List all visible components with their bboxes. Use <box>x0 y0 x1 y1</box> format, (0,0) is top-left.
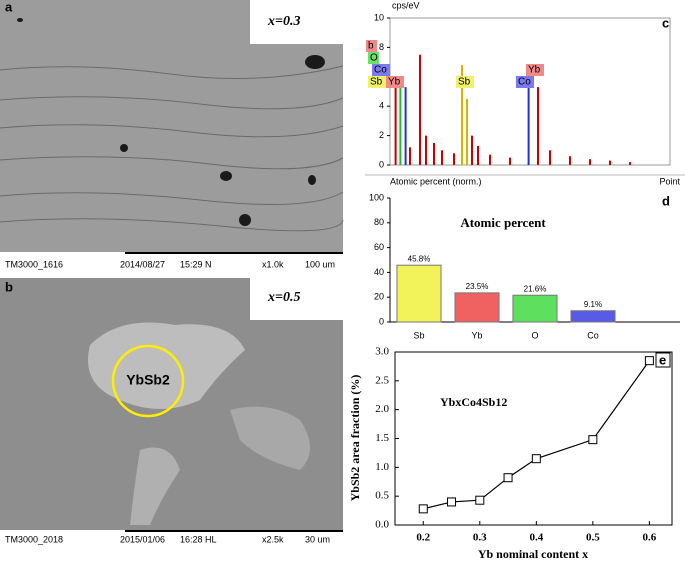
texture <box>0 65 344 232</box>
peak-label: Yb <box>528 65 541 76</box>
data-point <box>588 435 598 445</box>
pores <box>17 18 325 226</box>
y-tick-label: 0.5 <box>375 490 389 502</box>
image-info: TM3000_2018 <box>5 534 63 544</box>
y-axis-label: YbSb2 area fraction (%) <box>348 375 362 502</box>
y-tick-label: 4 <box>379 101 384 111</box>
y-tick-label: 80 <box>374 217 384 227</box>
y-tick-label: 10 <box>374 12 384 22</box>
annotation: YbxCo4Sb12 <box>440 395 507 409</box>
bar <box>512 294 558 323</box>
peak-label-box <box>368 52 379 64</box>
phase-region <box>130 447 180 525</box>
data-point <box>418 504 428 514</box>
image-info: 15:29 N <box>180 259 212 269</box>
x-tick-label: 0.5 <box>586 532 600 544</box>
peak-label: Sb <box>458 77 471 88</box>
x-tick-label: 0.4 <box>529 532 543 544</box>
chart-title: Atomic percent <box>460 215 546 230</box>
plot-frame <box>394 351 673 526</box>
bar <box>570 310 616 323</box>
scale-strip <box>125 252 343 254</box>
y-tick-label: 3.0 <box>375 346 389 358</box>
panel-label-box <box>655 352 671 368</box>
y-tick-label: 0 <box>379 316 384 326</box>
y-tick-label: 2.0 <box>375 403 389 415</box>
y-tick-label: 1.0 <box>375 461 389 473</box>
data-point <box>503 473 513 483</box>
phase-region <box>88 322 245 409</box>
peak-label: Co <box>518 77 531 88</box>
peak-label-box <box>516 76 534 88</box>
image-info: x2.5k <box>262 534 284 544</box>
image-info: 2015/01/06 <box>120 534 165 544</box>
value-label: 45.8% <box>408 254 431 263</box>
peak-label: Yb <box>388 77 401 88</box>
x-tick-label: Co <box>587 330 599 340</box>
image-info: x1.0k <box>262 259 284 269</box>
peak-label: Co <box>374 65 387 76</box>
panel-label: a <box>5 0 13 14</box>
condition: x=0.5 <box>267 290 300 305</box>
image-info: 16:28 HL <box>180 534 217 544</box>
y-tick-label: 40 <box>374 267 384 277</box>
panel-header: Atomic percent (norm.) <box>390 176 482 186</box>
value-label: 9.1% <box>584 300 602 309</box>
panel-header: Point <box>659 176 680 186</box>
x-tick-label: Yb <box>471 330 482 340</box>
x-tick-label: 0.6 <box>643 532 657 544</box>
peak-label-box <box>526 64 544 76</box>
peak-label: Sb <box>370 77 383 88</box>
phase-region <box>230 406 310 470</box>
y-tick-label: 20 <box>374 292 384 302</box>
image-info: 2014/08/27 <box>120 259 165 269</box>
x-tick-label: 0.3 <box>473 532 487 544</box>
data-point <box>447 497 457 507</box>
peak-label: b <box>368 41 374 52</box>
data-line <box>423 360 650 510</box>
phase-label: YbSb2 <box>126 372 170 388</box>
bar <box>396 264 442 323</box>
plot-frame <box>389 17 671 166</box>
label-box <box>250 0 343 44</box>
x-axis-label: Yb nominal content x <box>478 547 588 561</box>
x-tick-label: Sb <box>413 330 424 340</box>
y-tick-label: 8 <box>379 42 384 52</box>
peak-label-box <box>366 40 377 52</box>
y-tick-label: 2.5 <box>375 374 389 386</box>
bar <box>454 292 500 323</box>
y-tick-label: 0.0 <box>375 519 389 531</box>
peak-label-box <box>368 76 386 88</box>
y-tick-label: 1.5 <box>375 432 389 444</box>
image-info: 30 um <box>305 534 330 544</box>
condition: x=0.3 <box>267 14 300 29</box>
data-point <box>475 495 485 505</box>
peak-label-box <box>386 76 404 88</box>
y-tick-label: 0 <box>379 159 384 169</box>
y-tick-label: 2 <box>379 130 384 140</box>
x-tick-label: 0.2 <box>416 532 430 544</box>
data-point <box>644 356 654 366</box>
y-tick-label: 60 <box>374 242 384 252</box>
label-box <box>250 278 343 320</box>
y-tick-label: 100 <box>369 192 384 202</box>
value-label: 21.6% <box>524 284 547 293</box>
panel-label: d <box>662 193 670 208</box>
panel-label: e <box>659 352 666 367</box>
panel-label: c <box>662 15 669 30</box>
x-tick-label: O <box>531 330 538 340</box>
peak-label-box <box>372 64 390 76</box>
data-point <box>531 454 541 464</box>
peak-label-box <box>456 76 474 88</box>
scale-strip <box>125 530 343 532</box>
image-info: TM3000_1616 <box>5 259 63 269</box>
y-axis-label: cps/eV <box>392 0 420 10</box>
panel-label: b <box>5 279 13 294</box>
peak-label: O <box>370 53 378 64</box>
image-info: 100 um <box>305 259 335 269</box>
highlight-circle <box>111 344 185 418</box>
value-label: 23.5% <box>466 282 489 291</box>
